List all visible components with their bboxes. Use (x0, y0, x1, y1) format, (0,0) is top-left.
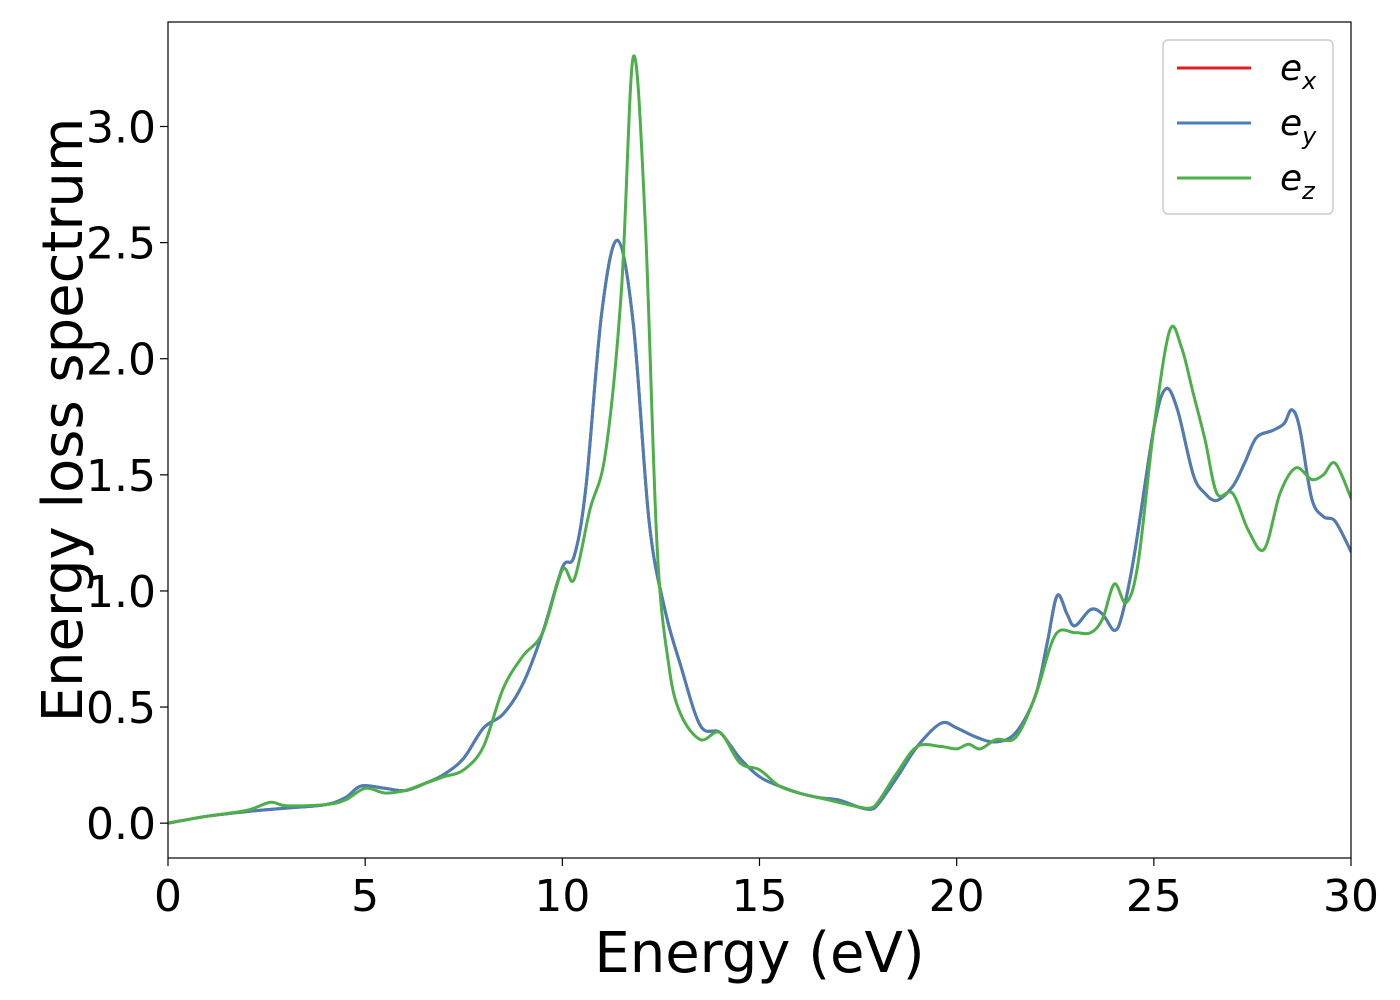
y-tick-label: 0.5 (86, 683, 156, 734)
legend-label-main: e (1280, 48, 1302, 89)
legend-label-z: ez (1280, 158, 1316, 205)
x-tick-label: 20 (929, 871, 985, 922)
legend-label-main: e (1280, 158, 1302, 199)
legend-label-sub: z (1301, 177, 1316, 205)
y-tick-label: 0.0 (86, 799, 156, 850)
legend-label-y: ey (1280, 103, 1317, 150)
x-tick-label: 5 (351, 871, 379, 922)
x-axis: 0 5 10 15 20 25 30 (154, 858, 1379, 922)
legend-label-x: ex (1280, 48, 1317, 95)
legend-label-sub: x (1301, 67, 1317, 95)
x-tick-label: 30 (1323, 871, 1379, 922)
y-tick-label: 2.5 (86, 219, 156, 270)
series-layer (168, 54, 1351, 825)
y-tick-label: 2.0 (86, 335, 156, 386)
y-tick-label: 1.5 (86, 451, 156, 502)
legend-label-main: e (1280, 103, 1302, 144)
x-tick-label: 15 (732, 871, 788, 922)
x-tick-label: 10 (534, 871, 590, 922)
y-tick-label: 3.0 (86, 103, 156, 154)
x-tick-label: 25 (1126, 871, 1182, 922)
y-axis-label: Energy loss spectrum (31, 118, 96, 723)
series-line-z (168, 54, 1351, 825)
legend-box (1162, 39, 1334, 215)
legend-label-sub: y (1301, 122, 1317, 150)
x-axis-label: Energy (eV) (594, 921, 924, 986)
y-axis: 0.0 0.5 1.0 1.5 2.0 2.5 3.0 (86, 103, 168, 850)
x-tick-label: 0 (154, 871, 182, 922)
y-tick-label: 1.0 (86, 567, 156, 618)
